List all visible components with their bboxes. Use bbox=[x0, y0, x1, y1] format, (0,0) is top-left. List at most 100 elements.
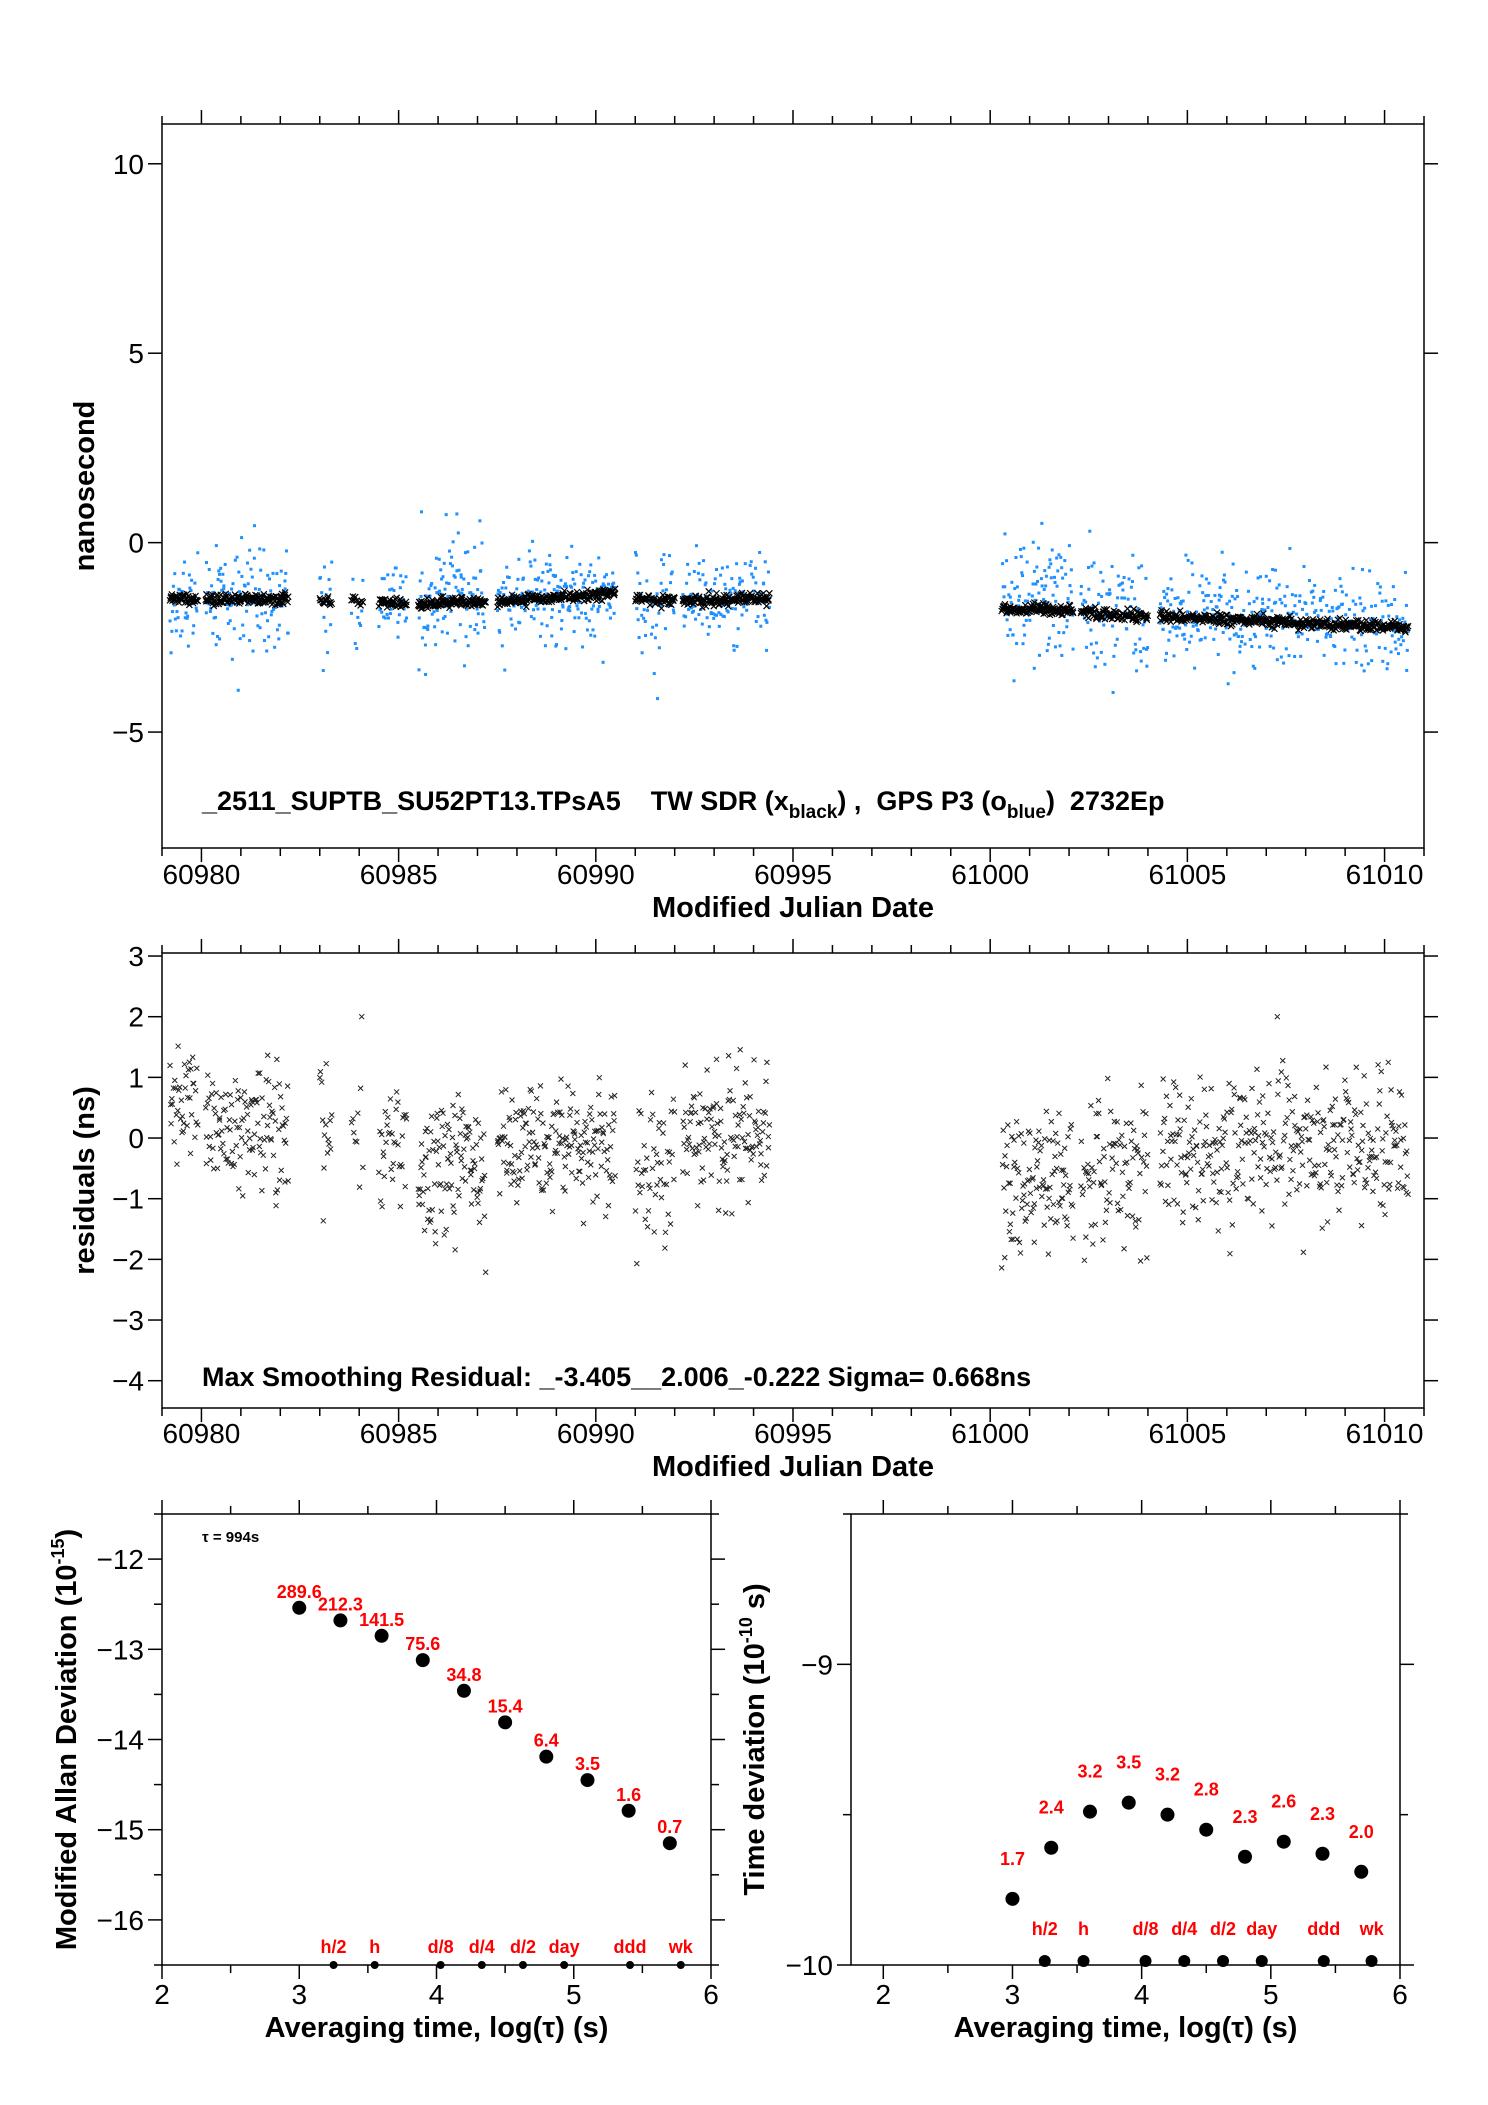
gps-point bbox=[764, 618, 768, 622]
residual-point bbox=[633, 1260, 640, 1267]
gps-point bbox=[505, 565, 509, 569]
deviation-point bbox=[1354, 1864, 1369, 1879]
residual-point bbox=[1005, 1122, 1011, 1128]
deviation-point bbox=[292, 1600, 307, 1615]
gps-point bbox=[480, 591, 484, 595]
residual-point bbox=[468, 1167, 475, 1174]
residual-point bbox=[1203, 1123, 1210, 1130]
gps-point bbox=[1116, 574, 1120, 578]
residual-point bbox=[1106, 1141, 1113, 1148]
residual-point bbox=[506, 1117, 513, 1123]
gps-point bbox=[1312, 595, 1316, 599]
residual-point bbox=[755, 1124, 761, 1131]
gps-point bbox=[730, 577, 734, 581]
gps-point bbox=[1206, 593, 1210, 597]
gps-point bbox=[1103, 662, 1107, 666]
gps-point bbox=[1393, 640, 1397, 644]
residual-point bbox=[589, 1149, 596, 1156]
gps-point bbox=[1283, 604, 1287, 608]
gps-point bbox=[172, 603, 176, 607]
gps-point bbox=[1391, 585, 1395, 589]
residual-point bbox=[558, 1112, 565, 1118]
residual-point bbox=[1093, 1133, 1100, 1140]
gps-point bbox=[1307, 579, 1311, 583]
gps-point bbox=[327, 578, 331, 582]
gps-point bbox=[440, 630, 444, 634]
gps-point bbox=[592, 604, 596, 608]
residual-point bbox=[535, 1155, 542, 1161]
residual-point bbox=[468, 1201, 475, 1207]
residual-point bbox=[1192, 1204, 1199, 1211]
residual-point bbox=[275, 1126, 282, 1133]
gps-point bbox=[380, 577, 384, 581]
residual-point bbox=[1392, 1142, 1399, 1149]
residual-point bbox=[1260, 1119, 1267, 1126]
residual-point bbox=[1046, 1195, 1052, 1202]
residual-point bbox=[470, 1187, 477, 1193]
gps-point bbox=[1044, 574, 1048, 578]
gps-point bbox=[1243, 642, 1247, 646]
gps-point bbox=[183, 616, 187, 620]
residual-point bbox=[1013, 1195, 1019, 1201]
residual-point bbox=[459, 1175, 466, 1182]
gps-point bbox=[396, 620, 400, 624]
residual-point bbox=[1285, 1082, 1291, 1089]
residual-point bbox=[1278, 1069, 1285, 1075]
residual-point bbox=[1261, 1143, 1267, 1150]
residual-point bbox=[1317, 1129, 1324, 1136]
gps-point bbox=[659, 558, 663, 562]
residual-point bbox=[1320, 1117, 1327, 1123]
gps-point bbox=[1163, 596, 1167, 600]
residual-point bbox=[516, 1154, 522, 1161]
gps-point bbox=[568, 605, 572, 609]
residual-point bbox=[1233, 1185, 1240, 1192]
residual-point bbox=[580, 1149, 586, 1156]
residual-point bbox=[742, 1145, 749, 1152]
residual-point bbox=[1331, 1121, 1338, 1128]
residual-point bbox=[455, 1091, 462, 1098]
residual-point bbox=[1402, 1122, 1408, 1128]
residual-point bbox=[1231, 1085, 1237, 1091]
gps-point bbox=[1048, 558, 1052, 562]
residual-point bbox=[1024, 1201, 1030, 1208]
residual-point bbox=[548, 1123, 555, 1130]
y-tick-label: −4 bbox=[112, 1366, 144, 1397]
gps-point bbox=[1045, 649, 1049, 653]
gps-point bbox=[1011, 633, 1015, 637]
y-tick-label: −1 bbox=[112, 1184, 144, 1215]
residual-point bbox=[210, 1145, 216, 1152]
residual-point bbox=[389, 1131, 395, 1137]
gps-point bbox=[1200, 574, 1204, 578]
residual-point bbox=[586, 1148, 593, 1154]
residual-point bbox=[1053, 1165, 1060, 1172]
residual-point bbox=[390, 1160, 397, 1167]
residual-point bbox=[760, 1120, 767, 1126]
residual-point bbox=[534, 1144, 541, 1151]
gps-point bbox=[509, 617, 513, 621]
residual-point bbox=[1269, 1222, 1275, 1229]
residual-point bbox=[524, 1166, 530, 1173]
residual-point bbox=[752, 1119, 759, 1126]
residual-point bbox=[1033, 1185, 1040, 1192]
gps-point bbox=[538, 634, 542, 638]
gps-point bbox=[434, 643, 438, 647]
residual-point bbox=[742, 1079, 749, 1086]
gps-point bbox=[176, 616, 180, 620]
gps-point bbox=[1162, 589, 1166, 593]
gps-point bbox=[258, 547, 262, 551]
gps-point bbox=[1056, 569, 1060, 573]
deviation-point bbox=[1199, 1822, 1214, 1837]
gps-point bbox=[584, 616, 588, 620]
residual-point bbox=[603, 1167, 610, 1174]
gps-point bbox=[640, 651, 644, 655]
residual-point bbox=[1345, 1099, 1352, 1106]
residual-point bbox=[377, 1128, 383, 1135]
residual-point bbox=[1052, 1130, 1059, 1137]
gps-point bbox=[377, 625, 381, 629]
residual-point bbox=[1398, 1092, 1405, 1098]
gps-point bbox=[694, 617, 698, 621]
gps-point bbox=[1279, 655, 1283, 659]
gps-point bbox=[1049, 562, 1053, 566]
residual-point bbox=[1353, 1064, 1360, 1071]
gps-point bbox=[1363, 644, 1367, 648]
